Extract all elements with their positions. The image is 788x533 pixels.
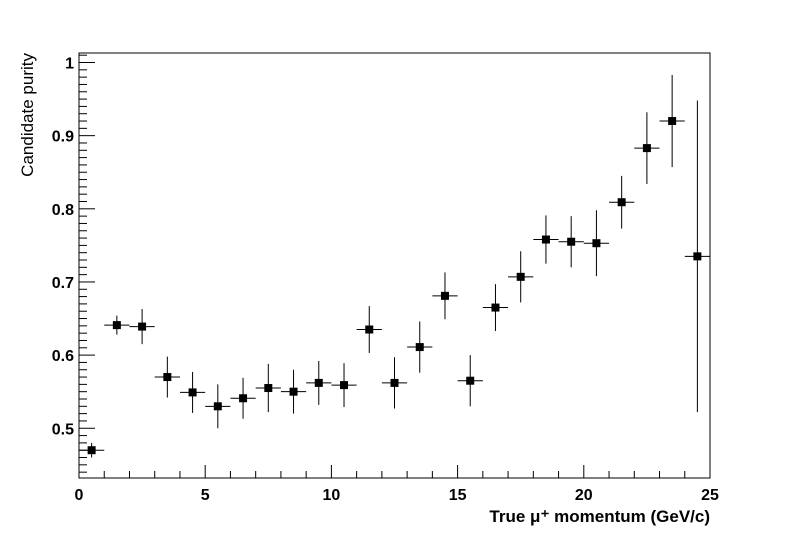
data-point (79, 442, 105, 458)
data-points (79, 74, 710, 458)
data-point (457, 355, 483, 407)
x-tick-label: 20 (575, 487, 593, 504)
point-marker (668, 117, 677, 126)
point-marker (138, 322, 147, 331)
data-point (179, 371, 206, 413)
point-marker (340, 381, 349, 390)
data-point (533, 215, 559, 264)
data-point (609, 175, 635, 229)
point-marker (365, 325, 374, 334)
plot-frame (78, 52, 711, 479)
point-marker (516, 272, 525, 281)
point-marker (642, 144, 651, 153)
y-tick-label: 0.9 (52, 129, 74, 146)
point-marker (188, 388, 197, 397)
point-marker (567, 237, 576, 246)
data-point (255, 363, 281, 413)
x-tick-label: 10 (323, 487, 341, 504)
point-marker (491, 303, 500, 312)
y-axis-ticks (79, 54, 95, 473)
data-point (205, 384, 231, 429)
data-point (331, 363, 357, 408)
point-marker (112, 321, 121, 330)
data-point (154, 356, 180, 398)
data-point (583, 210, 610, 277)
y-tick-label: 0.8 (52, 202, 74, 219)
y-tick-label: 1 (65, 56, 74, 73)
point-marker (415, 343, 424, 352)
point-marker (239, 394, 248, 403)
data-point (104, 315, 130, 335)
point-marker (264, 384, 273, 393)
point-marker (693, 252, 702, 261)
x-tick-label: 25 (701, 487, 719, 504)
point-marker (314, 378, 323, 387)
y-tick-label: 0.6 (52, 348, 74, 365)
data-point (684, 100, 710, 413)
data-point (432, 272, 458, 320)
point-marker (466, 376, 475, 385)
data-point (659, 74, 685, 168)
y-tick-label: 0.5 (52, 421, 74, 438)
data-point (634, 112, 660, 184)
data-point (280, 369, 307, 414)
point-marker (541, 235, 550, 244)
point-marker (592, 239, 601, 248)
point-marker (617, 198, 626, 207)
x-axis-label: True μ⁺ momentum (GeV/c) (489, 507, 710, 526)
data-point (508, 251, 534, 303)
point-marker (289, 387, 298, 396)
point-marker (440, 291, 449, 300)
y-tick-label: 0.7 (52, 275, 74, 292)
point-marker (213, 402, 222, 411)
data-point (306, 360, 332, 405)
x-tick-label: 0 (75, 487, 84, 504)
data-point (356, 306, 382, 353)
data-point (407, 321, 433, 373)
data-point (129, 309, 155, 345)
x-tick-label: 15 (449, 487, 467, 504)
data-point (381, 357, 408, 409)
x-axis-tick-labels: 0 5 10 15 20 25 (75, 487, 719, 504)
point-marker (390, 378, 399, 387)
point-marker (163, 373, 172, 382)
x-tick-label: 5 (201, 487, 210, 504)
data-point (482, 284, 509, 331)
point-marker (87, 446, 96, 455)
data-point (558, 216, 584, 268)
data-point (230, 377, 256, 419)
x-axis-ticks (78, 465, 711, 478)
y-axis-tick-labels: 0.5 0.6 0.7 0.8 0.9 1 (52, 56, 74, 439)
y-axis-label: Candidate purity (18, 53, 37, 177)
